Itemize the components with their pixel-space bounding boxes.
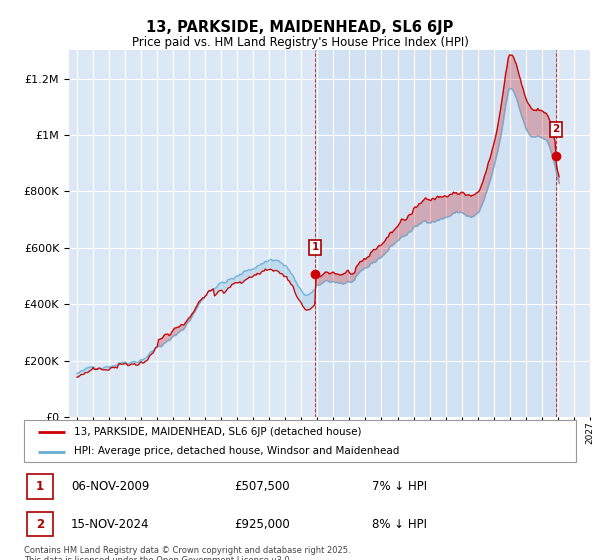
Text: 7% ↓ HPI: 7% ↓ HPI — [372, 480, 427, 493]
Text: 2: 2 — [36, 518, 44, 531]
Text: £925,000: £925,000 — [234, 518, 290, 531]
Text: 1: 1 — [311, 242, 319, 252]
Text: 13, PARKSIDE, MAIDENHEAD, SL6 6JP (detached house): 13, PARKSIDE, MAIDENHEAD, SL6 6JP (detac… — [74, 427, 361, 437]
Text: 06-NOV-2009: 06-NOV-2009 — [71, 480, 149, 493]
Text: £507,500: £507,500 — [234, 480, 289, 493]
Text: 2: 2 — [552, 124, 559, 134]
Text: Contains HM Land Registry data © Crown copyright and database right 2025.
This d: Contains HM Land Registry data © Crown c… — [24, 546, 350, 560]
Text: Price paid vs. HM Land Registry's House Price Index (HPI): Price paid vs. HM Land Registry's House … — [131, 36, 469, 49]
Text: 15-NOV-2024: 15-NOV-2024 — [71, 518, 149, 531]
FancyBboxPatch shape — [27, 512, 53, 536]
Text: HPI: Average price, detached house, Windsor and Maidenhead: HPI: Average price, detached house, Wind… — [74, 446, 399, 456]
Bar — [315, 50, 556, 417]
FancyBboxPatch shape — [24, 420, 576, 462]
Text: 13, PARKSIDE, MAIDENHEAD, SL6 6JP: 13, PARKSIDE, MAIDENHEAD, SL6 6JP — [146, 20, 454, 35]
Text: 1: 1 — [36, 480, 44, 493]
FancyBboxPatch shape — [27, 474, 53, 498]
Text: 8% ↓ HPI: 8% ↓ HPI — [372, 518, 427, 531]
